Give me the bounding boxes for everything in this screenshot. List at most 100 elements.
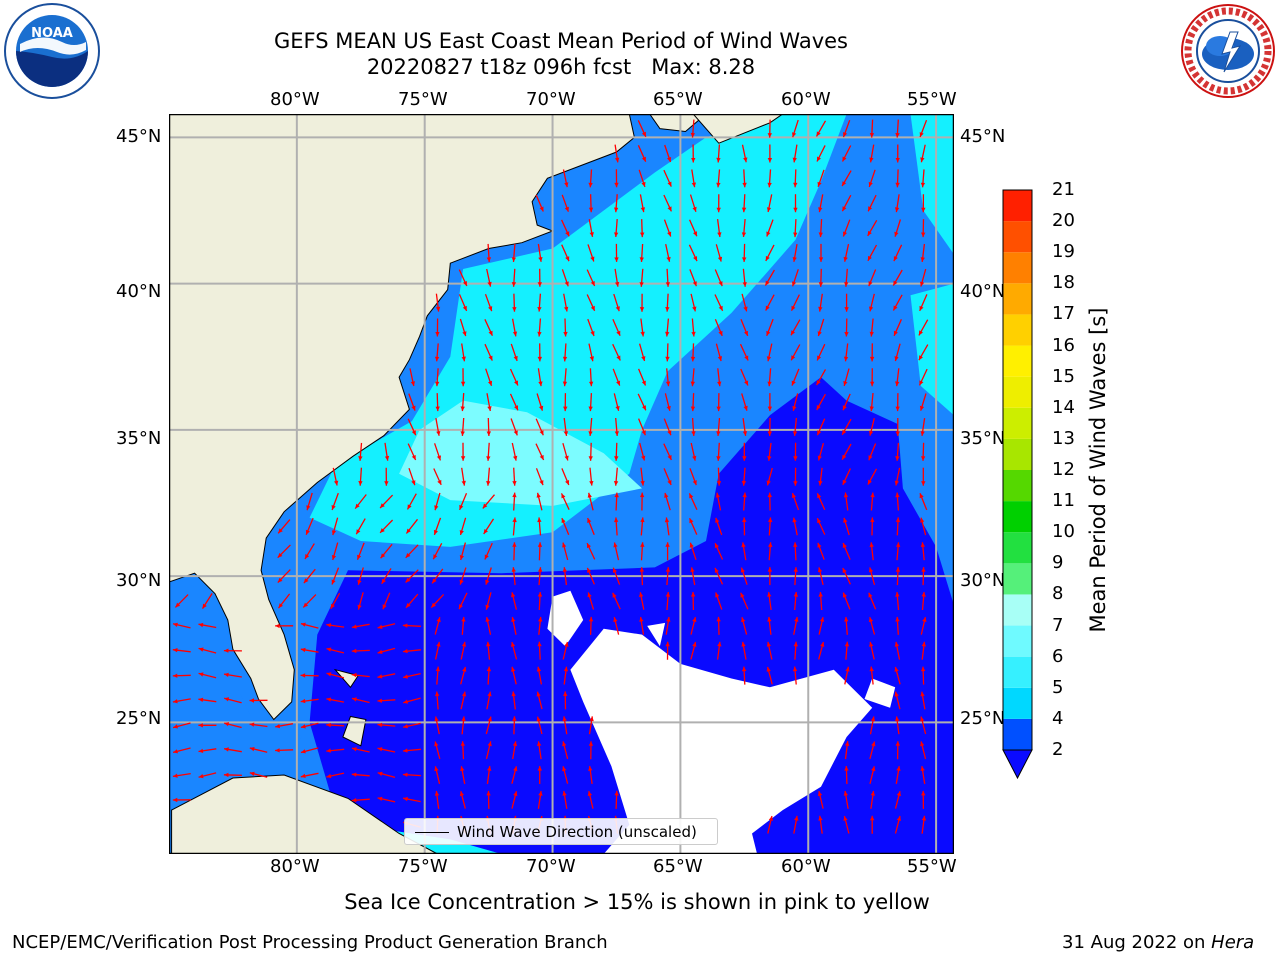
wind-wave-arrowhead: [563, 406, 568, 412]
wind-wave-arrowhead: [818, 815, 823, 821]
wind-wave-arrowhead: [920, 741, 925, 747]
wind-wave-arrowhead: [564, 281, 569, 287]
wind-wave-arrowhead: [411, 480, 416, 486]
wind-wave-arrowhead: [249, 747, 255, 752]
wind-wave-arrowhead: [511, 282, 517, 287]
wind-wave-arrowhead: [589, 716, 594, 722]
wind-wave-arrowhead: [488, 355, 493, 361]
wind-wave-arrowhead: [816, 131, 821, 137]
wind-wave-arrowhead: [616, 330, 621, 336]
wind-wave-arrowhead: [562, 356, 568, 362]
wind-wave-arrowhead: [692, 617, 697, 622]
colorbar-segment: [1003, 625, 1032, 657]
wind-wave-arrowhead: [403, 699, 409, 704]
wind-wave-arrowhead: [539, 206, 544, 212]
wind-wave-arrowhead: [667, 231, 672, 237]
wind-wave-arrowhead: [511, 592, 516, 598]
wind-wave-arrowhead: [894, 480, 899, 486]
wind-wave-arrowhead: [615, 281, 620, 287]
wind-wave-arrowhead: [842, 405, 847, 411]
wind-wave-arrowhead: [488, 306, 493, 312]
wind-wave-arrowhead: [537, 641, 542, 647]
wind-wave-arrowhead: [744, 380, 749, 386]
wind-wave-arrowhead: [716, 182, 721, 188]
colorbar-title: Mean Period of Wind Waves [s]: [1086, 307, 1110, 633]
wind-wave-arrowhead: [564, 182, 569, 188]
wind-wave-arrowhead: [895, 133, 900, 138]
wind-wave-arrowhead: [743, 306, 748, 312]
wind-wave-arrowhead: [461, 356, 466, 362]
wind-wave-arrowhead: [793, 592, 798, 597]
island: [342, 715, 367, 747]
wind-wave-arrowhead: [869, 641, 874, 647]
wind-wave-arrowhead: [893, 305, 898, 311]
wind-wave-arrowhead: [351, 624, 357, 629]
colorbar-segment: [1003, 501, 1032, 533]
wind-wave-arrowhead: [537, 542, 543, 547]
wind-wave-arrowhead: [640, 232, 645, 238]
legend-label: Wind Wave Direction (unscaled): [457, 823, 697, 841]
wind-wave-arrowhead: [562, 766, 567, 772]
wind-wave-arrowhead: [896, 791, 901, 797]
wind-wave-arrowhead: [742, 431, 748, 436]
colorbar-segment: [1003, 656, 1032, 688]
wind-wave-arrowhead: [590, 281, 595, 286]
wind-wave-arrowhead: [590, 256, 595, 262]
lat-tick-right: 40°N: [960, 281, 1006, 302]
wind-wave-arrowhead: [818, 232, 823, 238]
missing-data-patch: [864, 678, 896, 708]
wind-wave-arrowhead: [562, 542, 567, 548]
wind-wave-arrowhead: [692, 281, 697, 287]
wind-wave-arrowhead: [870, 815, 875, 821]
wind-wave-arrowhead: [539, 405, 544, 411]
wind-wave-arrowhead: [793, 567, 798, 572]
lat-tick-right: 35°N: [960, 428, 1006, 449]
noaa-logo: NOAA: [2, 2, 102, 100]
wind-wave-arrowhead: [820, 642, 825, 647]
wind-wave-arrowhead: [436, 431, 441, 436]
wind-wave-arrowhead: [431, 602, 436, 608]
wind-wave-arrowhead: [895, 616, 900, 622]
wind-wave-arrowhead: [692, 206, 697, 212]
wind-wave-arrowhead: [462, 666, 467, 672]
wind-wave-arrowhead: [718, 330, 723, 336]
wind-wave-arrowhead: [918, 355, 923, 361]
wind-wave-arrowhead: [403, 748, 408, 753]
wind-wave-arrowhead: [819, 617, 825, 622]
wind-wave-arrowhead: [538, 567, 543, 572]
wind-wave-arrowhead: [818, 480, 823, 486]
wind-wave-arrowhead: [589, 381, 594, 387]
wind-wave-arrowhead: [511, 257, 516, 262]
wind-wave-arrowhead: [513, 430, 518, 436]
wind-wave-arrowhead: [278, 528, 283, 534]
wind-wave-arrowhead: [511, 567, 516, 572]
wind-wave-arrowhead: [564, 206, 569, 212]
wind-wave-arrowhead: [537, 517, 542, 523]
wind-wave-arrowhead: [380, 503, 385, 508]
wind-wave-arrowhead: [640, 492, 645, 498]
wind-wave-arrowhead: [714, 543, 719, 549]
wind-wave-arrowhead: [741, 617, 746, 623]
wind-wave-arrowhead: [665, 542, 670, 547]
wind-wave-arrowhead: [919, 380, 924, 386]
lon-tick-bottom: 70°W: [526, 856, 576, 877]
wind-wave-arrowhead: [842, 479, 847, 485]
lat-tick-left: 40°N: [116, 281, 162, 302]
wind-wave-arrowhead: [740, 592, 745, 598]
wind-wave-arrowhead: [377, 624, 383, 629]
lon-tick-bottom: 55°W: [907, 856, 957, 877]
wind-wave-arrowhead: [587, 592, 592, 598]
wind-wave-arrowhead: [459, 555, 464, 560]
wind-wave-arrowhead: [357, 604, 362, 610]
wind-wave-arrowhead: [562, 791, 567, 796]
wind-wave-arrowhead: [330, 603, 335, 609]
wind-wave-arrowhead: [693, 231, 697, 237]
wind-wave-arrowhead: [326, 722, 331, 728]
wind-wave-arrowhead: [486, 431, 491, 436]
colorbar-tick-label: 15: [1052, 365, 1075, 387]
wind-wave-arrowhead: [844, 766, 849, 771]
wind-wave-arrowhead: [919, 132, 924, 137]
wind-wave-arrowhead: [562, 716, 567, 722]
missing-data-patch: [570, 628, 873, 854]
wind-wave-arrowhead: [488, 330, 493, 336]
